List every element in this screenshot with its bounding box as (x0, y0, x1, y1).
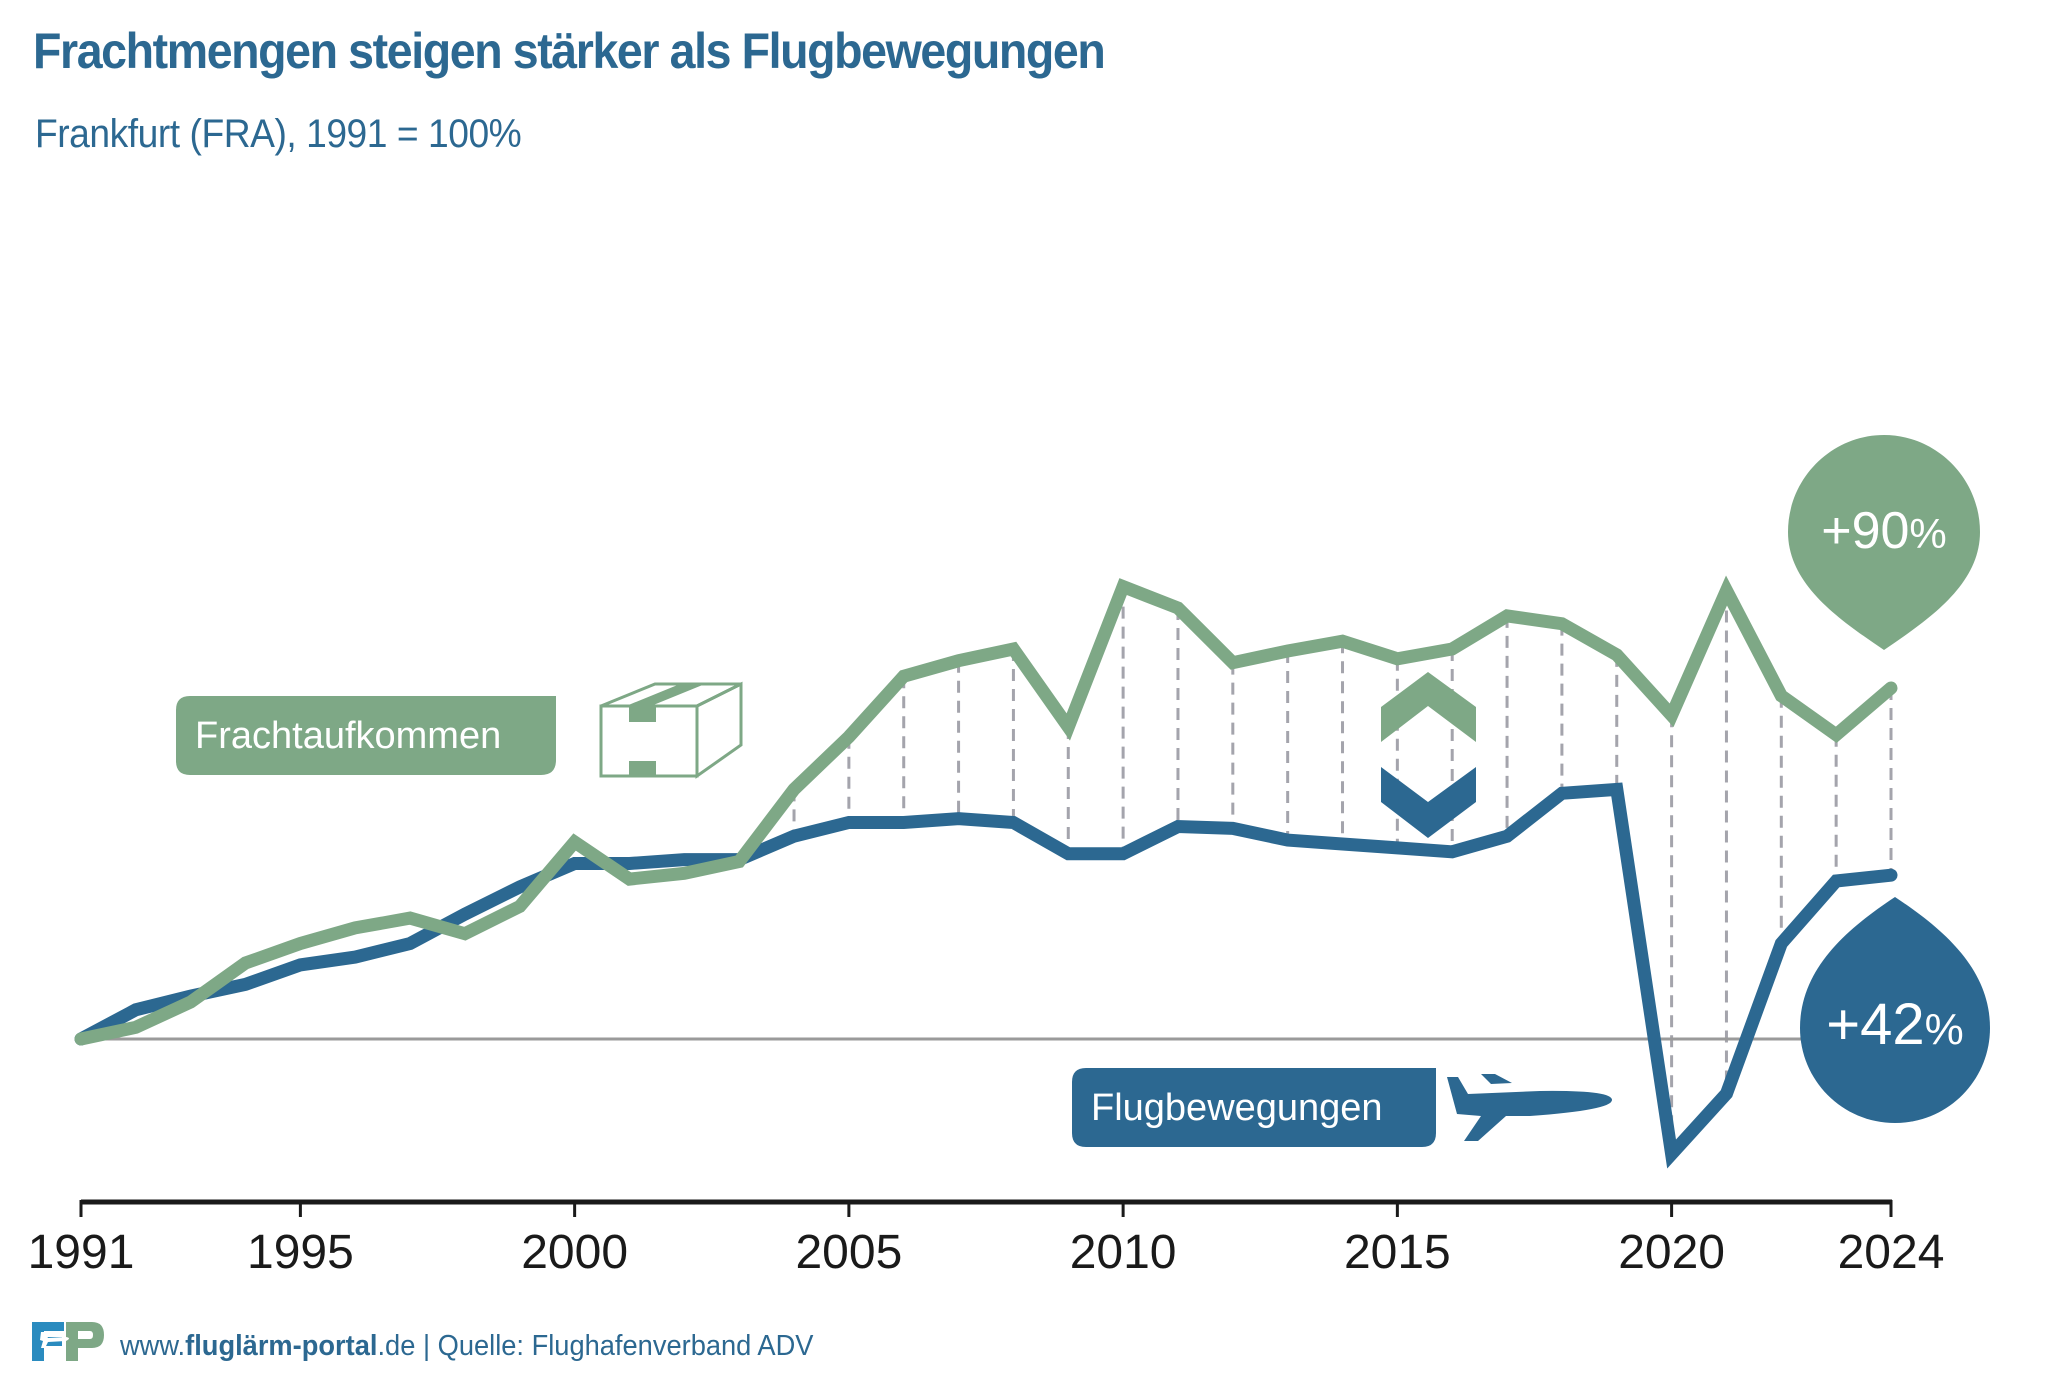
series-line-frachtaufkommen (74, 575, 1898, 1046)
logo-letter-p (66, 1322, 104, 1361)
x-tick-label-1995: 1995 (247, 1226, 354, 1279)
points-frachtaufkommen (80, 586, 1892, 1040)
fp-logo (32, 1322, 104, 1361)
x-tick-label-2024: 2024 (1838, 1226, 1945, 1279)
x-tick-label-1991: 1991 (28, 1226, 135, 1279)
chevron-up-icon (1381, 672, 1476, 742)
drop-shape-blue (1800, 897, 1990, 1123)
change-value-flugbewegungen: +42% (1826, 992, 1964, 1057)
box-icon (599, 681, 743, 779)
change-value-frachtaufkommen: +90% (1821, 502, 1947, 560)
percent-sign: % (1925, 1005, 1964, 1054)
footer-url-prefix: www. (120, 1330, 186, 1362)
footer-separator: | (415, 1330, 438, 1362)
chevron-down-icon (1381, 767, 1476, 838)
series-line-flugbewegungen (74, 782, 1898, 1169)
chart-subtitle: Frankfurt (FRA), 1991 = 100% (35, 112, 522, 156)
change-number-frachtaufkommen: +90 (1821, 502, 1909, 560)
legend-box-flugbewegungen (1072, 1068, 1436, 1147)
chevron-up-down-icon (1381, 672, 1476, 838)
footer-url-domain[interactable]: fluglärm-portal (185, 1330, 378, 1362)
x-tick-label-2020: 2020 (1618, 1226, 1725, 1279)
percent-sign: % (1909, 510, 1946, 557)
airplane-icon (1447, 1074, 1612, 1141)
legend-label-frachtaufkommen: Frachtaufkommen (176, 696, 556, 775)
x-tick-label-2015: 2015 (1344, 1226, 1451, 1279)
logo-plane (40, 1332, 69, 1348)
connector-dashes (792, 586, 1893, 1155)
legend-box-frachtaufkommen (176, 696, 556, 775)
footer-source: www.fluglärm-portal.de | Quelle: Flughaf… (120, 1330, 813, 1363)
footer-source-text: Quelle: Flughafenverband ADV (437, 1330, 814, 1362)
points-flugbewegungen (80, 789, 1892, 1155)
x-tick-label-2005: 2005 (795, 1226, 902, 1279)
x-ticks: 1991 1995 2000 2005 2010 2015 2020 2024 (28, 1200, 1945, 1279)
change-badge-frachtaufkommen: +90% (1788, 435, 1980, 650)
chart-title: Frachtmengen steigen stärker als Flugbew… (33, 23, 1106, 79)
legend-label-flugbewegungen: Flugbewegungen (1072, 1068, 1436, 1147)
legend-text-frachtaufkommen: Frachtaufkommen (195, 715, 501, 757)
change-badge-flugbewegungen: +42% (1800, 897, 1990, 1123)
x-tick-label-2010: 2010 (1070, 1226, 1177, 1279)
drop-shape-green (1788, 435, 1980, 650)
footer-url-suffix: .de (377, 1330, 416, 1362)
change-number-flugbewegungen: +42 (1826, 992, 1924, 1057)
legend-text-flugbewegungen: Flugbewegungen (1091, 1087, 1383, 1129)
x-tick-label-2000: 2000 (521, 1226, 628, 1279)
